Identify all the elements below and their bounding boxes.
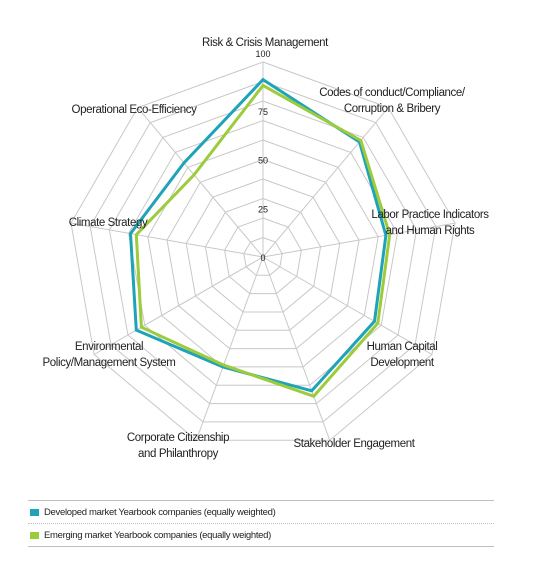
axis-label: Climate Strategy <box>69 217 148 229</box>
axis-label: Risk & Crisis Management <box>202 37 329 49</box>
tick-label: 50 <box>258 156 268 166</box>
axis-spoke <box>262 256 433 355</box>
axis-label: Human Capital Development <box>367 341 438 369</box>
grid-ring <box>70 61 456 441</box>
legend-label-developed: Developed market Yearbook companies (equ… <box>44 506 276 518</box>
grid-ring <box>89 80 437 423</box>
legend-item-emerging: Emerging market Yearbook companies (equa… <box>28 524 494 547</box>
axis-label: Operational Eco-Efficiency <box>72 104 198 116</box>
axis-label: Stakeholder Engagement <box>294 438 416 450</box>
axis-spoke <box>262 222 456 258</box>
axis-spoke <box>137 107 264 258</box>
axis-spoke <box>262 256 331 441</box>
tick-label: 0 <box>260 253 265 263</box>
grid-ring <box>166 158 360 350</box>
tick-label: 25 <box>258 204 268 214</box>
series-line-emerging <box>134 83 392 399</box>
grid-ring <box>224 217 302 295</box>
legend-label-emerging: Emerging market Yearbook companies (equa… <box>44 529 272 541</box>
axis-spoke <box>195 256 264 441</box>
grid-ring <box>204 197 322 313</box>
axis-spoke <box>93 256 264 355</box>
legend-item-developed: Developed market Yearbook companies (equ… <box>28 500 494 524</box>
legend: Developed market Yearbook companies (equ… <box>28 500 494 547</box>
axis-label: Codes of conduct/Compliance/Corruption &… <box>319 87 466 115</box>
axis-spoke <box>262 107 389 258</box>
tick-label: 75 <box>258 107 268 117</box>
legend-swatch-emerging <box>30 531 39 539</box>
grid-ring <box>108 100 418 405</box>
legend-swatch-developed <box>30 508 39 516</box>
tick-label: 100 <box>255 49 270 59</box>
axis-label: Labor Practice Indicators and Human Right… <box>371 209 489 237</box>
grid-ring <box>243 236 283 276</box>
series-line-developed <box>128 77 388 393</box>
axis-spoke <box>70 222 264 258</box>
grid-ring <box>185 178 341 331</box>
axis-label: Corporate Citizenship and Philanthropy <box>127 432 229 460</box>
axis-label: Environmental Policy/Management System <box>43 341 176 369</box>
